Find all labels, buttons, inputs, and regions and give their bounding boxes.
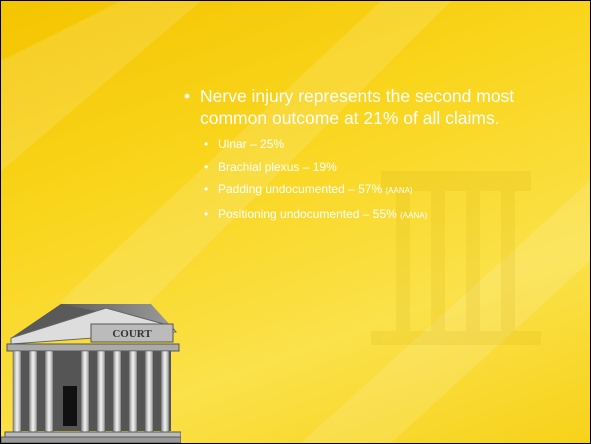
sub-bullet-text: Positioning undocumented – 55% xyxy=(218,207,397,221)
sub-bullet-text: Padding undocumented – 57% xyxy=(218,182,382,196)
sub-bullet: Brachial plexus – 19% xyxy=(204,156,584,179)
icon-label: COURT xyxy=(112,328,152,340)
slide: Nerve injury represents the second most … xyxy=(0,0,591,444)
sub-bullet: Ulnar – 25% xyxy=(204,133,584,156)
sub-bullet-text: Ulnar – 25% xyxy=(218,137,284,151)
bullet: Nerve injury represents the second most … xyxy=(184,85,584,129)
source-note: (AANA) xyxy=(400,211,427,220)
sub-bullet: Positioning undocumented – 55% (AANA) xyxy=(204,203,584,228)
sub-bullet-text: Brachial plexus – 19% xyxy=(218,160,337,174)
sub-bullet: Padding undocumented – 57% (AANA) xyxy=(204,178,584,203)
text-body: Nerve injury represents the second most … xyxy=(184,85,584,227)
sub-bullet-list: Ulnar – 25% Brachial plexus – 19% Paddin… xyxy=(184,133,584,227)
source-note: (AANA) xyxy=(385,186,412,195)
courthouse-icon: COURT xyxy=(1,296,181,443)
